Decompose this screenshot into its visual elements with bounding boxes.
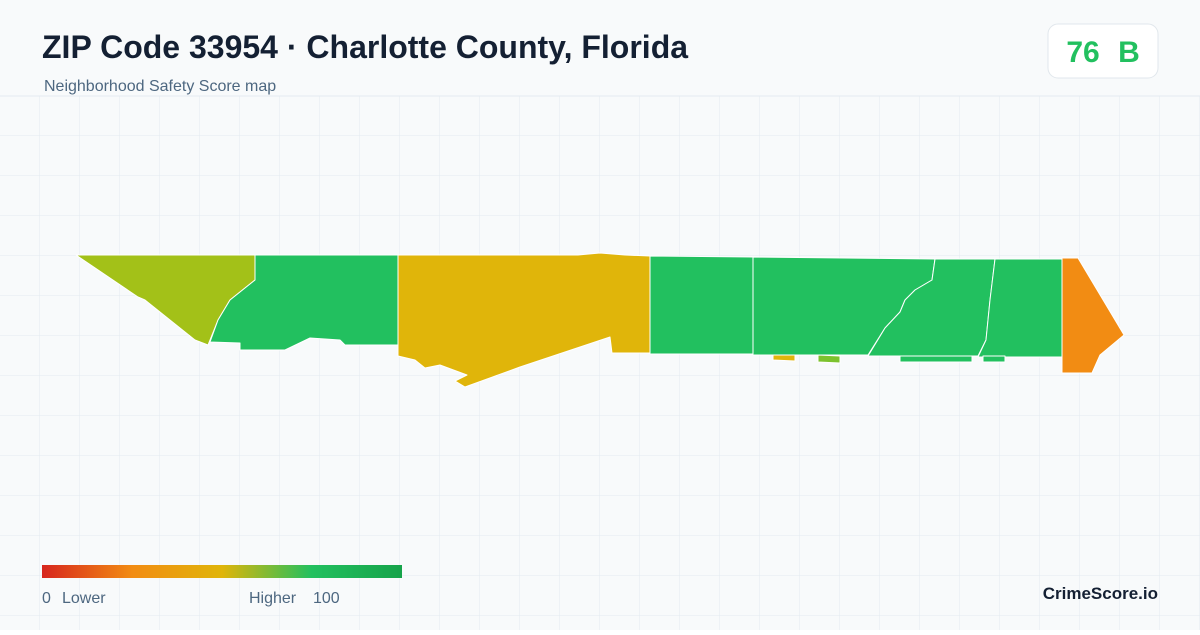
subtitle: Neighborhood Safety Score map xyxy=(44,78,276,95)
brand: CrimeScore.io xyxy=(1043,584,1158,603)
legend-gradient xyxy=(42,565,402,578)
badge-box xyxy=(1047,23,1159,79)
legend-max: 100 xyxy=(313,590,340,607)
area xyxy=(397,252,651,388)
area xyxy=(1061,257,1125,374)
title: ZIP Code 33954 · Charlotte County, Flori… xyxy=(42,29,688,65)
score-value: 76 xyxy=(1066,36,1099,69)
area xyxy=(899,355,973,363)
score-badge: 76 B xyxy=(1047,23,1159,79)
legend-max-label: Higher xyxy=(249,590,297,607)
map xyxy=(75,252,1125,388)
area xyxy=(817,354,841,364)
legend-min-label: Lower xyxy=(62,590,106,607)
legend-min: 0 xyxy=(42,590,51,607)
area xyxy=(649,255,754,355)
area xyxy=(209,254,399,351)
legend: 0 Lower Higher 100 xyxy=(42,565,402,607)
map-grid xyxy=(0,96,1200,630)
score-grade: B xyxy=(1118,36,1140,69)
area xyxy=(982,355,1006,363)
area xyxy=(772,354,796,362)
